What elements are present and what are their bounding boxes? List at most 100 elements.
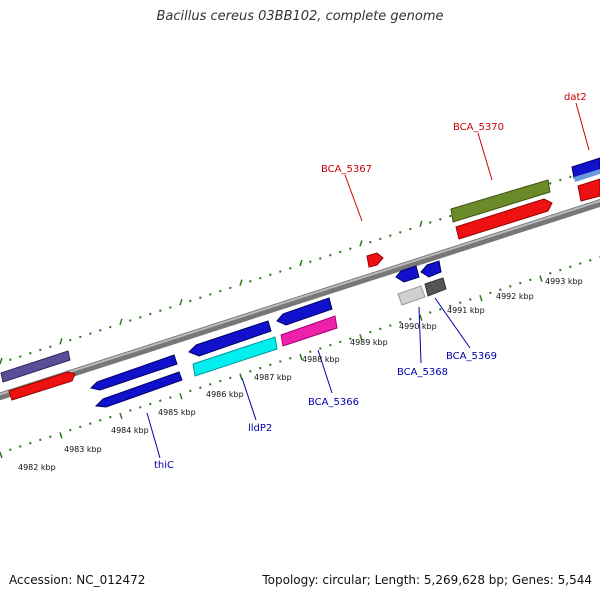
- minor-tick: [439, 308, 442, 311]
- minor-tick: [229, 376, 232, 380]
- accession-text: Accession: NC_012472: [9, 573, 146, 587]
- minor-tick: [229, 286, 232, 290]
- minor-tick: [49, 435, 52, 438]
- scale-label: 4982 kbp: [18, 463, 56, 472]
- gene-feature-forward[interactable]: [577, 178, 600, 202]
- minor-tick: [319, 257, 322, 260]
- scale-label: 4991 kbp: [447, 306, 485, 315]
- gene-feature-BCA_5370[interactable]: [450, 179, 551, 223]
- minor-tick: [69, 338, 72, 342]
- minor-tick: [9, 358, 12, 361]
- major-tick: [119, 412, 123, 420]
- minor-tick: [399, 231, 402, 234]
- minor-tick: [249, 280, 252, 283]
- scale-label: 4983 kbp: [64, 445, 102, 454]
- minor-tick: [319, 347, 322, 350]
- minor-tick: [259, 276, 262, 280]
- tick-track-reverse: [0, 256, 600, 459]
- minor-tick: [189, 389, 192, 393]
- leader-line-BCA_5368: [418, 306, 422, 364]
- minor-tick: [189, 299, 192, 303]
- gene-label-BCA_5367[interactable]: BCA_5367: [321, 164, 372, 175]
- minor-tick: [379, 327, 382, 331]
- major-tick: [299, 353, 303, 361]
- leader-line-BCA_5367: [344, 174, 363, 222]
- scale-label: 4984 kbp: [111, 426, 149, 435]
- gene-feature-reverse[interactable]: [90, 354, 178, 391]
- minor-tick: [339, 250, 342, 254]
- minor-tick: [429, 221, 432, 224]
- gene-feature-BCA_5366[interactable]: [280, 315, 338, 347]
- minor-tick: [269, 273, 272, 277]
- minor-tick: [439, 218, 442, 221]
- minor-tick: [409, 227, 412, 231]
- gene-label-BCA_5369[interactable]: BCA_5369: [446, 351, 497, 362]
- gene-feature-reverse[interactable]: [188, 320, 272, 357]
- minor-tick: [199, 296, 202, 299]
- gene-feature-forward[interactable]: [8, 371, 76, 401]
- minor-tick: [159, 399, 162, 402]
- minor-tick: [9, 448, 12, 451]
- minor-tick: [549, 272, 552, 275]
- minor-tick: [309, 350, 312, 353]
- minor-tick: [389, 234, 392, 237]
- gene-feature-BCA_5367[interactable]: [366, 252, 384, 268]
- minor-tick: [99, 329, 102, 332]
- minor-tick: [289, 267, 292, 270]
- minor-tick: [129, 409, 132, 412]
- minor-tick: [589, 259, 592, 262]
- minor-tick: [279, 270, 282, 273]
- minor-tick: [29, 441, 32, 445]
- minor-tick: [219, 289, 222, 293]
- minor-tick: [509, 285, 512, 288]
- major-tick: [0, 357, 3, 365]
- minor-tick: [349, 337, 352, 340]
- minor-tick: [529, 278, 532, 282]
- minor-tick: [199, 386, 202, 389]
- scale-label: 4990 kbp: [399, 322, 437, 331]
- scale-label: 4988 kbp: [302, 355, 340, 364]
- minor-tick: [139, 406, 142, 409]
- minor-tick: [209, 293, 212, 296]
- gene-feature-BCA_5368[interactable]: [397, 285, 426, 306]
- gene-feature-dat2[interactable]: [571, 157, 600, 179]
- minor-tick: [19, 445, 22, 448]
- gene-feature-forward[interactable]: [574, 169, 600, 182]
- gene-label-lldP2[interactable]: lldP2: [248, 423, 272, 434]
- minor-tick: [289, 357, 292, 360]
- gene-feature-reverse[interactable]: [395, 265, 420, 283]
- minor-tick: [449, 214, 452, 218]
- gene-label-BCA_5370[interactable]: BCA_5370: [453, 122, 504, 133]
- minor-tick: [39, 438, 42, 442]
- leader-line-BCA_5369: [434, 297, 471, 349]
- gene-label-dat2[interactable]: dat2: [564, 92, 587, 103]
- scale-label: 4986 kbp: [206, 390, 244, 399]
- minor-tick: [469, 298, 472, 301]
- gene-label-BCA_5368[interactable]: BCA_5368: [397, 367, 448, 378]
- minor-tick: [109, 415, 112, 419]
- minor-tick: [369, 330, 372, 334]
- leader-line-lldP2: [241, 377, 257, 421]
- gene-feature-thiC[interactable]: [94, 371, 183, 408]
- leader-line-BCA_5370: [477, 132, 493, 181]
- gene-label-thiC[interactable]: thiC: [154, 460, 174, 471]
- gene-feature-lldP2[interactable]: [192, 336, 278, 377]
- gene-feature-forward[interactable]: [455, 198, 553, 240]
- major-tick: [59, 338, 63, 345]
- scale-label: 4992 kbp: [496, 292, 534, 301]
- genome-backbone-highlight: [0, 200, 600, 396]
- minor-tick: [169, 396, 172, 399]
- major-tick: [359, 240, 363, 247]
- gene-feature-reverse[interactable]: [420, 260, 442, 278]
- gene-label-BCA_5366[interactable]: BCA_5366: [308, 397, 359, 408]
- minor-tick: [79, 335, 82, 339]
- minor-tick: [389, 324, 392, 327]
- gene-feature-forward[interactable]: [0, 350, 71, 383]
- minor-tick: [579, 262, 582, 265]
- minor-tick: [559, 268, 562, 272]
- major-tick: [239, 279, 243, 286]
- gene-feature-reverse[interactable]: [276, 297, 333, 326]
- minor-tick: [109, 325, 112, 329]
- minor-tick: [309, 260, 312, 263]
- gene-feature-BCA_5369[interactable]: [424, 277, 447, 297]
